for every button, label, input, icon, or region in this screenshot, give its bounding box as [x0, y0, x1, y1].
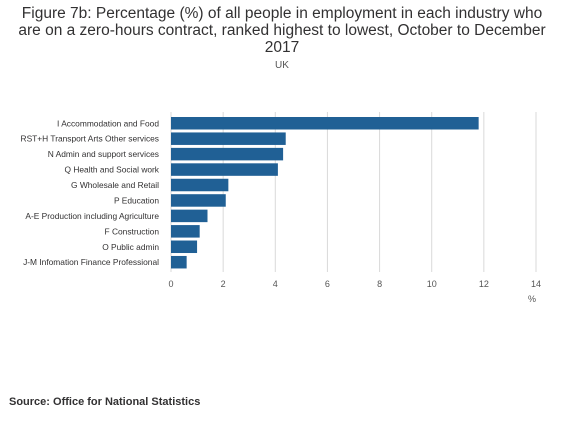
bar — [171, 117, 479, 130]
bar — [171, 147, 284, 161]
x-tick-label: 6 — [325, 279, 330, 289]
category-label: G Wholesale and Retail — [71, 180, 159, 190]
x-axis-unit-label: % — [528, 294, 536, 304]
category-label: J-M Infomation Finance Professional — [23, 257, 159, 267]
category-label: P Education — [114, 195, 159, 205]
chart-subtitle: UK — [275, 60, 289, 71]
x-axis-ticks: 0 2 4 6 8 10 12 14 — [168, 279, 541, 289]
category-label: N Admin and support services — [48, 149, 159, 159]
x-tick-label: 2 — [221, 279, 226, 289]
x-tick-label: 0 — [168, 279, 173, 289]
x-tick-label: 10 — [427, 279, 437, 289]
bar — [171, 194, 226, 207]
category-labels: I Accommodation and Food RST+H Transport … — [21, 118, 160, 267]
category-label: I Accommodation and Food — [57, 118, 159, 128]
category-label: A-E Production including Agriculture — [25, 211, 159, 221]
bar — [171, 255, 187, 269]
category-label: Q Health and Social work — [65, 165, 160, 175]
x-tick-label: 12 — [479, 279, 489, 289]
bar — [171, 209, 208, 223]
category-label: RST+H Transport Arts Other services — [21, 134, 159, 144]
category-label: O Public admin — [102, 242, 159, 252]
bars — [171, 117, 479, 269]
bar — [171, 178, 229, 192]
x-tick-label: 4 — [273, 279, 278, 289]
bar — [171, 225, 200, 238]
category-label: F Construction — [105, 226, 160, 236]
x-tick-label: 8 — [377, 279, 382, 289]
x-tick-label: 14 — [531, 279, 541, 289]
bar — [171, 132, 286, 145]
bar — [171, 240, 198, 254]
source-note: Source: Office for National Statistics — [9, 396, 201, 408]
chart-title: Figure 7b: Percentage (%) of all people … — [18, 5, 546, 56]
bar — [171, 163, 278, 176]
